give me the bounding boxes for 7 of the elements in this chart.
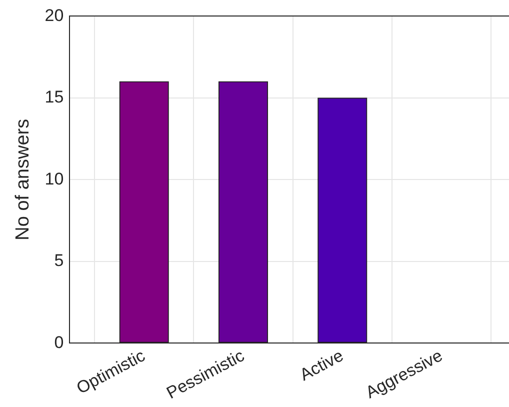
y-tick-label: 15	[44, 88, 64, 107]
y-tick-label: 10	[44, 169, 64, 188]
y-tick-label: 20	[44, 6, 64, 25]
y-tick-label: 5	[54, 251, 64, 270]
y-tick-label: 0	[54, 332, 64, 352]
y-axis-title: No of answers	[12, 118, 34, 240]
x-tick-label: Active	[296, 346, 346, 384]
